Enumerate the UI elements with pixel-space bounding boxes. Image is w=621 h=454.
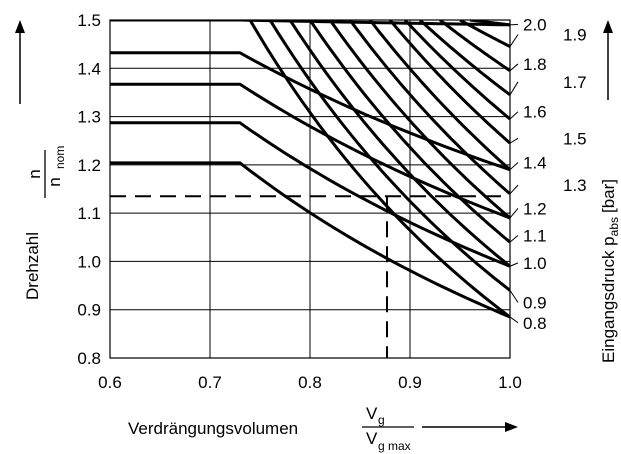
pressure-label: 1.0 xyxy=(523,254,547,273)
pressure-leader xyxy=(509,34,519,47)
pressure-leader xyxy=(509,234,519,243)
x-tick-label: 0.7 xyxy=(198,373,222,392)
pressure-label: 2.0 xyxy=(523,15,547,34)
x-axis-label: Verdrängungsvolumen xyxy=(128,419,298,438)
x-frac-numerator: V xyxy=(366,404,378,423)
pressure-label: 1.5 xyxy=(563,129,587,148)
y2-axis-title: Eingangsdruck pabs [bar] xyxy=(599,179,621,363)
x-tick-label: 0.6 xyxy=(98,373,122,392)
pressure-leader xyxy=(509,290,519,303)
pressure-label: 1.4 xyxy=(523,153,547,172)
pressure-curve xyxy=(403,20,510,121)
x-frac-numerator-sub: g xyxy=(378,413,385,427)
reference-lines xyxy=(110,195,510,358)
y-axis-title: Drehzahl xyxy=(23,232,42,300)
y-arrow-icon xyxy=(15,20,25,104)
y2-axis-label: Eingangsdruck p xyxy=(599,236,618,363)
x-tick-label: 0.9 xyxy=(398,373,422,392)
envelope-curve xyxy=(110,82,510,220)
y2-axis-label-sub: abs xyxy=(607,217,621,236)
pressure-label: 1.7 xyxy=(563,73,587,92)
envelope-curve xyxy=(110,121,510,268)
pressure-leader xyxy=(509,207,519,219)
y-tick-label: 1.1 xyxy=(77,204,101,223)
svg-text:Eingangsdruck pabs[bar]: Eingangsdruck pabs [bar] xyxy=(599,179,621,363)
y2-arrow-icon xyxy=(603,20,613,100)
x-frac-denominator-sub: g max xyxy=(378,439,411,453)
pressure-curve xyxy=(308,20,510,244)
x-tick-label: 0.8 xyxy=(298,373,322,392)
pressure-label: 1.8 xyxy=(523,55,547,74)
x-arrow-icon xyxy=(422,422,518,432)
envelope-curve xyxy=(110,161,510,319)
pressure-label: 0.9 xyxy=(523,293,547,312)
pressure-leader xyxy=(509,162,519,171)
x-tick-label: 1.0 xyxy=(498,373,522,392)
pressure-label: 1.1 xyxy=(523,226,547,245)
pressure-curve xyxy=(439,20,510,72)
y-tick-label: 0.9 xyxy=(77,301,101,320)
pressure-leader xyxy=(509,111,519,120)
y-axis-fraction: n n nom xyxy=(25,146,67,198)
pressure-leader xyxy=(509,262,519,267)
envelope-curve xyxy=(110,51,510,172)
y-tick-label: 0.8 xyxy=(77,349,101,368)
pressure-curve xyxy=(268,20,510,292)
pressure-curve xyxy=(288,20,510,268)
y-tick-label: 1.5 xyxy=(77,11,101,30)
pressure-label: 1.3 xyxy=(563,176,587,195)
x-frac-denominator: V xyxy=(366,429,378,448)
pressure-leader xyxy=(509,184,519,195)
pressure-curve xyxy=(388,20,510,145)
y-tick-label: 1.0 xyxy=(77,252,101,271)
pressure-curve xyxy=(418,20,510,97)
y-tick-labels: 0.8 0.9 1.0 1.1 1.2 1.3 1.4 1.5 xyxy=(77,11,101,368)
y-frac-denominator-sub: nom xyxy=(53,146,67,169)
pressure-leader xyxy=(509,316,519,324)
pressure-curve xyxy=(248,20,510,319)
envelope-curve xyxy=(110,20,510,27)
y-axis-label: Drehzahl xyxy=(23,232,42,300)
pressure-curve xyxy=(348,20,510,195)
pressure-label: 0.8 xyxy=(523,314,547,333)
y2-axis-unit: [bar] xyxy=(599,179,618,213)
pressure-leader xyxy=(509,137,519,144)
y-tick-label: 1.2 xyxy=(77,156,101,175)
pressure-leader xyxy=(509,81,519,96)
pressure-label: 1.2 xyxy=(523,199,547,218)
pressure-label: 1.9 xyxy=(563,25,587,44)
pressure-label: 1.6 xyxy=(523,103,547,122)
curves xyxy=(110,20,510,319)
y-frac-numerator: n xyxy=(25,169,44,178)
y-frac-denominator: n xyxy=(45,177,64,186)
pressure-leader xyxy=(509,63,519,72)
right-pressure-labels: 0.8 0.9 1.0 1.1 1.2 1.3 1.4 1.5 1.6 1.7 1.8 1.9 2.0 xyxy=(509,15,587,333)
y-tick-label: 1.4 xyxy=(77,59,101,78)
x-tick-labels: 0.6 0.7 0.8 0.9 1.0 xyxy=(98,373,522,392)
pressure-curve xyxy=(328,20,510,220)
x-axis-fraction: V g V g max xyxy=(362,404,414,453)
y-tick-label: 1.3 xyxy=(77,108,101,127)
pressure-curve xyxy=(368,20,510,171)
